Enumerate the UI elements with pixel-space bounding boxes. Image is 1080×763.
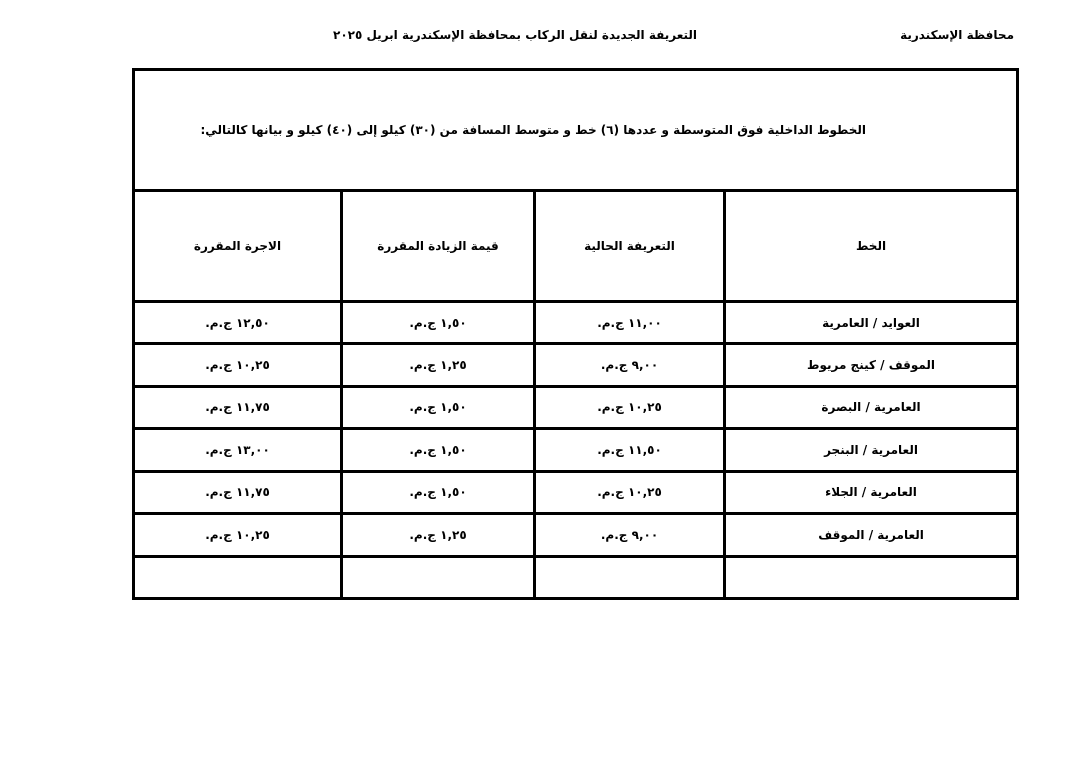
route-cell: العامرية / البصرة: [723, 384, 1020, 431]
column-header-new-fare: الاجرة المقررة: [131, 189, 344, 303]
increase-cell: ١,٢٥ ج.م.: [340, 342, 537, 388]
table-row: العامرية / البصرة ١٠,٢٥ ج.م. ١,٥٠ ج.م. ١١,٧…: [131, 384, 1020, 431]
new-fare-cell: ١٣,٠٠ ج.م.: [131, 427, 344, 473]
new-fare-cell: [131, 554, 344, 600]
fare-table: الخطوط الداخلية فوق المتوسطة و عددها (٦)…: [131, 67, 1020, 600]
route-cell: [723, 554, 1020, 600]
table-row: العامرية / الجلاء ١٠,٢٥ ج.م. ١,٥٠ ج.م. ١١,٧…: [131, 469, 1020, 516]
route-cell: الموقف / كينج مريوط: [723, 342, 1020, 388]
new-fare-cell: ١٠,٢٥ ج.م.: [131, 342, 344, 388]
column-header-route: الخط: [723, 189, 1020, 303]
route-cell: العامرية / البنجر: [723, 427, 1020, 473]
current-fare-cell: ١٠,٢٥ ج.م.: [533, 469, 727, 516]
table-row: العامرية / البنجر ١١,٥٠ ج.م. ١,٥٠ ج.م. ١٣,٠…: [131, 427, 1020, 473]
current-fare-cell: ١١,٥٠ ج.م.: [533, 427, 727, 473]
table-row: العوايد / العامرية ١١,٠٠ ج.م. ١,٥٠ ج.م. ١٢,…: [131, 299, 1020, 346]
increase-cell: ١,٢٥ ج.م.: [340, 512, 537, 558]
route-cell: العامرية / الموقف: [723, 512, 1020, 558]
increase-cell: [340, 554, 537, 600]
column-header-current-fare: التعريفة الحالية: [533, 189, 727, 303]
increase-cell: ١,٥٠ ج.م.: [340, 469, 537, 516]
new-fare-cell: ١١,٧٥ ج.م.: [131, 384, 344, 431]
increase-cell: ١,٥٠ ج.م.: [340, 384, 537, 431]
current-fare-cell: ٩,٠٠ ج.م.: [533, 512, 727, 558]
table-intro: الخطوط الداخلية فوق المتوسطة و عددها (٦)…: [131, 67, 1020, 193]
new-fare-cell: ١١,٧٥ ج.م.: [131, 469, 344, 516]
current-fare-cell: ٩,٠٠ ج.م.: [533, 342, 727, 388]
table-row: العامرية / الموقف ٩,٠٠ ج.م. ١,٢٥ ج.م. ١٠,٢٥…: [131, 512, 1020, 558]
governorate-label: محافظة الإسكندرية: [900, 28, 1014, 42]
increase-cell: ١,٥٠ ج.م.: [340, 299, 537, 346]
column-header-increase: قيمة الزيادة المقررة: [340, 189, 537, 303]
current-fare-cell: ١٠,٢٥ ج.م.: [533, 384, 727, 431]
increase-cell: ١,٥٠ ج.م.: [340, 427, 537, 473]
new-fare-cell: ١٢,٥٠ ج.م.: [131, 299, 344, 346]
document-title: التعريفة الجديدة لنقل الركاب بمحافظة الإ…: [333, 28, 697, 42]
current-fare-cell: ١١,٠٠ ج.م.: [533, 299, 727, 346]
route-cell: العوايد / العامرية: [723, 299, 1020, 346]
table-header-row: الخط التعريفة الحالية قيمة الزيادة المقر…: [131, 189, 1020, 303]
table-row: الموقف / كينج مريوط ٩,٠٠ ج.م. ١,٢٥ ج.م. ١٠,…: [131, 342, 1020, 388]
route-cell: العامرية / الجلاء: [723, 469, 1020, 516]
table-row: [131, 554, 1020, 600]
new-fare-cell: ١٠,٢٥ ج.م.: [131, 512, 344, 558]
current-fare-cell: [533, 554, 727, 600]
